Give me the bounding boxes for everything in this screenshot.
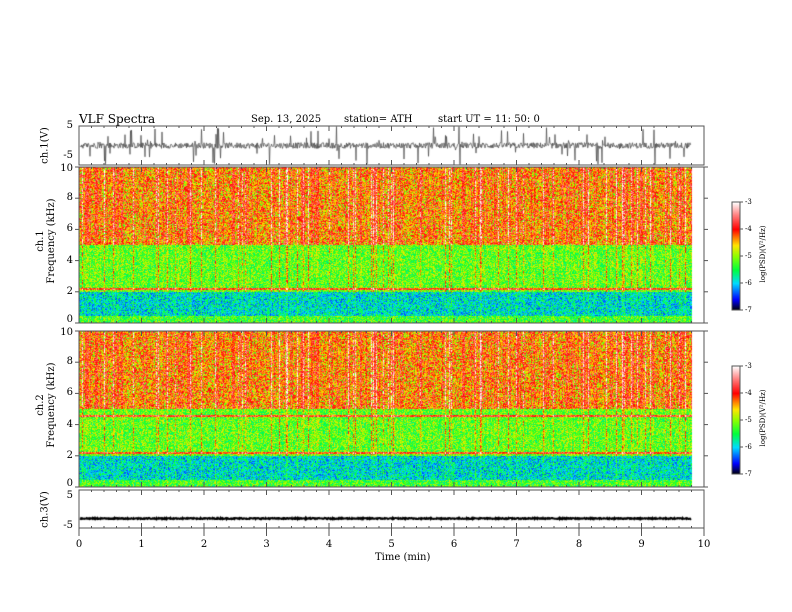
x-tick-label: 3 xyxy=(263,539,270,550)
waveform-ch3-frame xyxy=(78,489,705,529)
y-tick-label: 5 xyxy=(66,490,73,501)
colorbar-tick-label: -6 xyxy=(745,442,752,451)
colorbar-tick-label: -5 xyxy=(745,251,752,260)
ch3-ylabel: ch.3(V) xyxy=(39,491,51,528)
colorbar-tick-label: -4 xyxy=(745,388,752,397)
y-tick-label: -5 xyxy=(63,150,73,161)
y-tick-label: 8 xyxy=(66,192,73,204)
colorbar-tick-label: -7 xyxy=(745,469,752,478)
x-tick-label: 5 xyxy=(388,539,395,550)
y-tick-label: 10 xyxy=(60,327,73,338)
spectrogram-ch2-frame xyxy=(78,330,705,488)
colorbar-tick-label: -3 xyxy=(745,197,752,206)
start-time-label: start UT = 11: 50: 0 xyxy=(438,114,540,125)
y-tick-label: 10 xyxy=(60,163,73,174)
x-tick-label: 9 xyxy=(638,539,645,550)
y-tick-label: 8 xyxy=(66,356,73,368)
figure-title: VLF Spectra xyxy=(79,112,156,126)
ch1-freq-ylabel: ch.1 Frequency (kHz) xyxy=(35,198,57,284)
x-tick-label: 0 xyxy=(75,539,83,550)
station-label: station= ATH xyxy=(344,114,413,125)
y-tick-label: 4 xyxy=(66,418,73,430)
x-tick-label: 8 xyxy=(575,539,583,550)
colorbar2-label: log(PSD)(V²/Hz) xyxy=(759,389,767,447)
y-tick-label: 2 xyxy=(66,285,73,297)
colorbar-ch1 xyxy=(731,201,741,311)
colorbar-tick-label: -4 xyxy=(745,224,752,233)
x-tick-label: 1 xyxy=(138,539,145,550)
y-tick-label: 0 xyxy=(66,478,73,489)
y-tick-label: 2 xyxy=(66,449,73,461)
ch2-freq-ylabel: ch.2 Frequency (kHz) xyxy=(35,362,57,448)
y-tick-label: 6 xyxy=(66,387,73,399)
y-tick-label: 6 xyxy=(66,223,73,235)
colorbar-tick-label: -5 xyxy=(745,415,752,424)
spectrogram-ch1-frame xyxy=(78,166,705,324)
date-label: Sep. 13, 2025 xyxy=(251,114,322,125)
colorbar-tick-label: -3 xyxy=(745,361,752,370)
colorbar-tick-label: -6 xyxy=(745,278,752,287)
y-tick-label: 5 xyxy=(66,120,73,131)
y-tick-label: 0 xyxy=(66,314,73,325)
x-tick-label: 7 xyxy=(513,539,520,550)
waveform-ch0-frame xyxy=(78,125,705,166)
x-tick-label: 4 xyxy=(325,539,333,550)
y-tick-label: 4 xyxy=(66,254,73,266)
y-tick-label: -5 xyxy=(63,520,73,531)
colorbar-ch2 xyxy=(731,365,741,475)
colorbar-tick-label: -7 xyxy=(745,305,752,314)
x-tick-label: 2 xyxy=(200,539,208,550)
ch1-ylabel: ch.1(V) xyxy=(39,127,51,164)
x-tick-label: 10 xyxy=(697,539,711,550)
colorbar1-label: log(PSD)(V²/Hz) xyxy=(759,225,767,283)
x-axis-label: Time (min) xyxy=(375,552,431,563)
x-tick-label: 6 xyxy=(450,539,458,550)
